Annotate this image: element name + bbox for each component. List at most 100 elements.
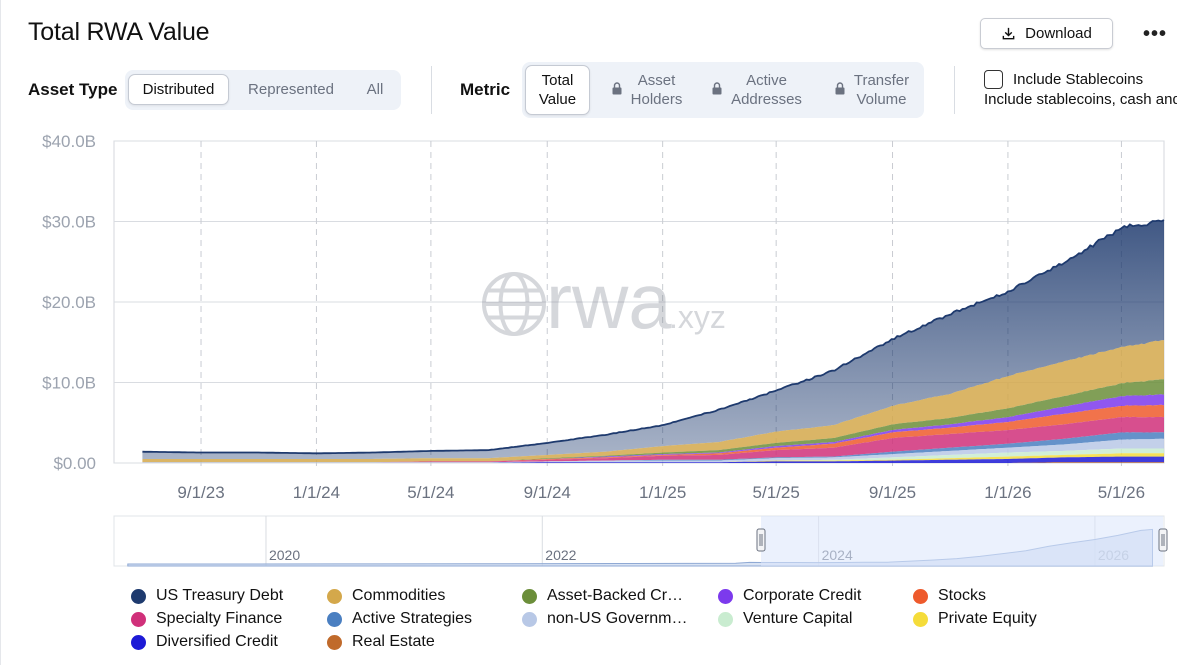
navigator-tick-label: 2020 [269, 547, 300, 563]
navigator-tick-label: 2022 [545, 547, 576, 563]
series-area-non-us-governm [142, 438, 1164, 463]
include-stablecoins-label[interactable]: Include Stablecoins [1013, 71, 1144, 88]
x-tick-label: 9/1/23 [177, 483, 224, 502]
legend-swatch [131, 588, 146, 604]
y-tick-label: $20.0B [42, 293, 96, 312]
series-area-asset-backed-cr [142, 379, 1164, 463]
more-icon: ••• [1142, 22, 1167, 45]
x-tick-label: 1/1/24 [293, 483, 340, 502]
legend-label: Real Estate [352, 633, 435, 650]
navigator-handle-left[interactable] [756, 528, 766, 552]
download-label: Download [1025, 25, 1092, 42]
legend-item[interactable]: US Treasury Debt [131, 587, 283, 605]
rwa-watermark: rwa.xyz [482, 257, 726, 345]
include-stablecoins-description: Include stablecoins, cash and [984, 91, 1177, 108]
page-title: Total RWA Value [28, 18, 210, 46]
watermark-text: rwa [546, 257, 672, 345]
stacked-area-chart[interactable]: $0.00 $10.0B $20.0B $30.0B $40.0B 9/1/23 1/1/2… [1, 125, 1200, 575]
series-area-active-strategies [142, 432, 1164, 463]
metric-active-addresses-line2: Addresses [731, 91, 802, 108]
legend-item[interactable]: Corporate Credit [718, 587, 861, 605]
legend-item[interactable]: non-US Governm… [522, 610, 688, 628]
asset-type-distributed[interactable]: Distributed [128, 74, 229, 105]
legend-swatch [327, 634, 342, 650]
metric-total-value[interactable]: Total Value [525, 65, 590, 115]
legend-swatch [327, 611, 342, 627]
metric-asset-holders-line2: Holders [630, 91, 683, 108]
legend-label: Specialty Finance [156, 610, 283, 627]
legend-label: US Treasury Debt [156, 587, 284, 604]
asset-type-segmented-control: Distributed Represented All [125, 70, 401, 110]
lock-icon [612, 81, 622, 100]
legend-item[interactable]: Private Equity [913, 610, 1037, 628]
metric-asset-holders-line1: Asset [637, 72, 676, 89]
legend-label: Active Strategies [352, 610, 473, 627]
filter-divider [954, 66, 955, 114]
series-area-private-equity [142, 453, 1164, 463]
legend-label: non-US Governm… [547, 610, 688, 627]
asset-type-represented[interactable]: Represented [248, 81, 334, 98]
legend-label: Corporate Credit [743, 587, 862, 604]
lock-icon [712, 81, 722, 100]
navigator-selection [761, 516, 1163, 566]
legend-swatch [718, 588, 733, 604]
legend-label: Private Equity [938, 610, 1037, 627]
metric-transfer-volume-line2: Volume [856, 91, 907, 108]
series-area-commodities [142, 340, 1164, 463]
metric-asset-holders[interactable]: Asset Holders [602, 65, 692, 115]
series-area-real-estate [142, 462, 1164, 463]
more-options-button[interactable]: ••• [1139, 20, 1171, 48]
legend-label: Commodities [352, 587, 446, 604]
legend-item[interactable]: Active Strategies [327, 610, 472, 628]
asset-type-label: Asset Type [28, 80, 118, 99]
metric-transfer-volume[interactable]: Transfer Volume [824, 65, 920, 115]
legend-swatch [131, 611, 146, 627]
series-area-shade-us-treasury-debt [142, 220, 1164, 459]
y-tick-label: $30.0B [42, 213, 96, 232]
asset-type-all[interactable]: All [366, 81, 384, 98]
download-button[interactable]: Download [980, 18, 1113, 49]
filter-divider [431, 66, 432, 114]
metric-active-addresses-line1: Active [746, 72, 787, 89]
legend-item[interactable]: Venture Capital [718, 610, 852, 628]
x-tick-label: 1/1/26 [984, 483, 1031, 502]
legend-item[interactable]: Commodities [327, 587, 445, 605]
legend-swatch [522, 611, 537, 627]
metric-total-value-line2: Value [538, 91, 577, 108]
metric-segmented-control: Total Value Asset Holders Active Addresses… [522, 62, 924, 118]
y-tick-label: $0.00 [53, 454, 96, 473]
series-area-specialty-finance [142, 416, 1164, 463]
y-tick-label: $10.0B [42, 374, 96, 393]
legend-label: Diversified Credit [156, 633, 278, 650]
legend-item[interactable]: Real Estate [327, 633, 435, 651]
watermark-suffix: .xyz [669, 299, 726, 335]
include-stablecoins-checkbox[interactable] [984, 70, 1003, 89]
legend-swatch [913, 588, 928, 604]
legend-swatch [327, 588, 342, 604]
legend-item[interactable]: Specialty Finance [131, 610, 282, 628]
metric-transfer-volume-line1: Transfer [853, 72, 910, 89]
legend-item[interactable]: Diversified Credit [131, 633, 278, 651]
metric-label: Metric [460, 80, 511, 99]
series-area-diversified-credit [142, 456, 1164, 463]
x-tick-label: 5/1/25 [753, 483, 800, 502]
legend-swatch [718, 611, 733, 627]
legend-swatch [131, 634, 146, 650]
legend-label: Stocks [938, 587, 987, 604]
metric-active-addresses[interactable]: Active Addresses [704, 65, 810, 115]
metric-total-value-line1: Total [541, 72, 574, 89]
legend-label: Venture Capital [743, 610, 853, 627]
legend-label: Asset-Backed Cr… [547, 587, 684, 604]
legend-swatch [522, 588, 537, 604]
lock-icon [835, 81, 845, 100]
legend-swatch [913, 611, 928, 627]
x-tick-label: 5/1/24 [407, 483, 454, 502]
legend-item[interactable]: Stocks [913, 587, 986, 605]
legend-item[interactable]: Asset-Backed Cr… [522, 587, 683, 605]
navigator-handle-right[interactable] [1158, 528, 1168, 552]
x-tick-label: 5/1/26 [1098, 483, 1145, 502]
x-tick-label: 1/1/25 [639, 483, 686, 502]
x-tick-label: 9/1/24 [524, 483, 571, 502]
x-tick-label: 9/1/25 [869, 483, 916, 502]
